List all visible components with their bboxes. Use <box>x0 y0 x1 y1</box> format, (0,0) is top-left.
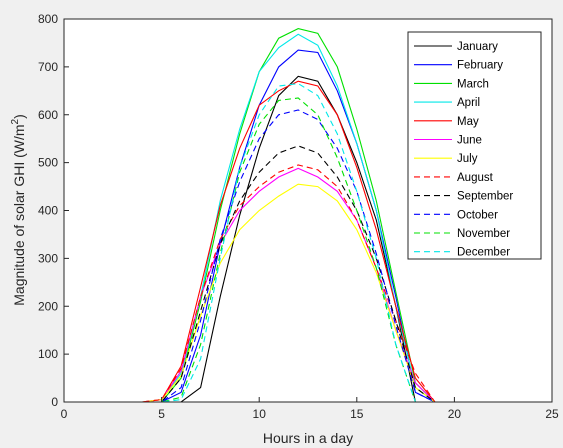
legend-label-may: May <box>457 116 479 128</box>
series-line-august <box>83 164 533 403</box>
x-tick-label: 5 <box>158 407 165 421</box>
legend-label-september: September <box>457 191 513 203</box>
legend-label-march: March <box>457 78 489 90</box>
x-tick-label: 15 <box>350 407 364 421</box>
y-tick-label: 600 <box>38 108 58 122</box>
legend-label-january: January <box>457 41 498 53</box>
legend-label-july: July <box>457 153 478 165</box>
x-tick-label: 20 <box>448 407 462 421</box>
y-tick-label: 700 <box>38 60 58 74</box>
x-tick-label: 10 <box>253 407 267 421</box>
legend-label-august: August <box>457 172 494 184</box>
y-tick-label: 800 <box>38 12 58 26</box>
y-axis-label: Magnitude of solar GHI (W/m2) <box>10 114 27 306</box>
x-tick-label: 25 <box>545 407 559 421</box>
legend-label-april: April <box>457 97 480 109</box>
legend-label-june: June <box>457 135 482 147</box>
y-tick-label: 0 <box>51 395 58 409</box>
legend: January February March April May June July Augu… <box>407 31 542 260</box>
y-tick-label: 500 <box>38 156 58 170</box>
y-axis: 0 100 200 300 400 500 600 700 800 <box>38 12 69 409</box>
x-tick-label: 0 <box>61 407 68 421</box>
legend-label-december: December <box>457 247 510 259</box>
legend-label-february: February <box>457 60 503 72</box>
legend-label-october: October <box>457 209 498 221</box>
legend-label-november: November <box>457 228 510 240</box>
y-tick-label: 200 <box>38 299 58 313</box>
y-tick-label: 400 <box>38 204 58 218</box>
y-tick-label: 100 <box>38 347 58 361</box>
legend-box <box>407 31 542 260</box>
x-axis: 0 5 10 15 20 25 <box>61 397 559 421</box>
x-axis-label: Hours in a day <box>263 430 353 446</box>
y-tick-label: 300 <box>38 251 58 265</box>
